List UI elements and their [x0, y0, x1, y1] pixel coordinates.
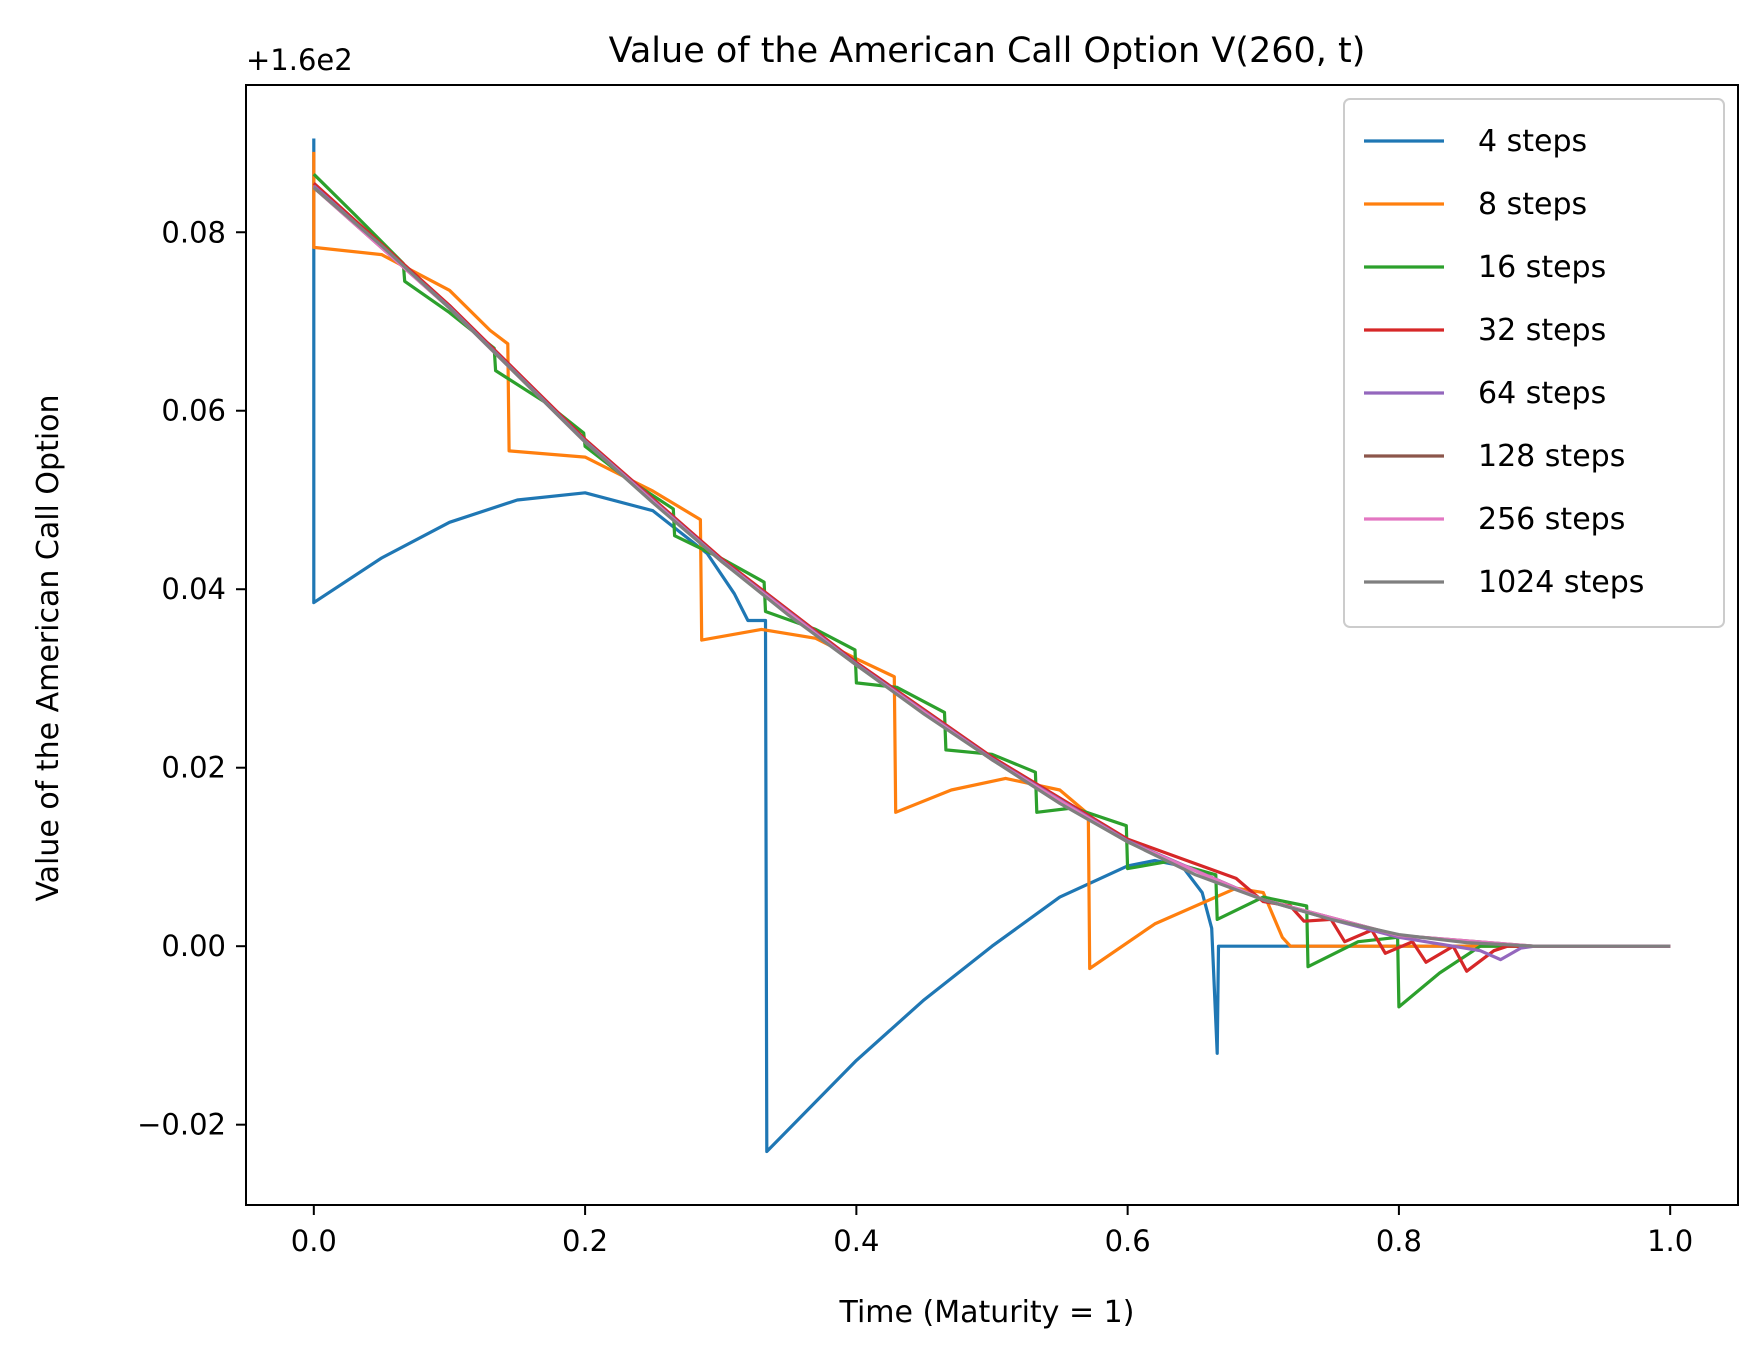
series-layer: [312, 138, 1671, 1154]
legend-entry-label: 64 steps: [1478, 376, 1606, 411]
plot-frame: [245, 84, 1739, 1206]
ticks-layer: 0.0 0.2 0.4 0.6 0.8 1.0 −0.02 0.00 0.02 0.04 0.06 0…: [137, 215, 1693, 1258]
y-axis-label: Value of the American Call Option: [31, 394, 66, 901]
x-tick-label: 0.2: [562, 1224, 608, 1258]
chart-title: Value of the American Call Option V(260,…: [609, 31, 1366, 71]
y-tick-label: −0.02: [137, 1108, 226, 1142]
legend-box: [1343, 98, 1725, 628]
legend-entry-label: 256 steps: [1478, 502, 1625, 537]
x-tick-label: 0.8: [1376, 1224, 1422, 1258]
legend-entry-label: 1024 steps: [1478, 565, 1644, 600]
y-tick-label: 0.00: [161, 929, 226, 963]
legend-entry-label: 128 steps: [1478, 439, 1625, 474]
y-tick-label: 0.06: [161, 394, 226, 428]
y-tick-label: 0.02: [161, 751, 226, 785]
legend-entry-label: 32 steps: [1478, 313, 1606, 348]
x-tick-label: 1.0: [1647, 1224, 1693, 1258]
y-tick-label: 0.04: [161, 572, 226, 606]
x-tick-label: 0.6: [1105, 1224, 1151, 1258]
series-line-8: [312, 186, 1671, 948]
legend: 4 steps 8 steps 16 steps 32 steps 64 steps 12…: [1343, 98, 1725, 628]
legend-entry-label: 16 steps: [1478, 250, 1606, 285]
x-tick-label: 0.0: [291, 1224, 337, 1258]
legend-entry-label: 4 steps: [1478, 124, 1587, 159]
x-tick-label: 0.4: [833, 1224, 879, 1258]
y-axis-offset-text: +1.6e2: [246, 43, 353, 77]
y-tick-label: 0.08: [161, 215, 226, 249]
legend-entry-label: 8 steps: [1478, 187, 1587, 222]
x-axis-label: Time (Maturity = 1): [839, 1295, 1135, 1330]
series-line-3: [312, 173, 1671, 1009]
series-line-1: [312, 138, 1671, 1154]
